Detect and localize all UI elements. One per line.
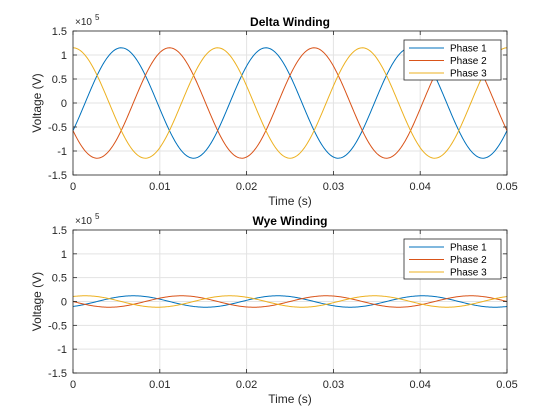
x-tick-label: 0.02 — [236, 181, 257, 193]
x-tick-label: 0.04 — [409, 181, 430, 193]
y-exponent-power: 5 — [95, 212, 100, 221]
legend-label-phase-2: Phase 2 — [450, 56, 487, 67]
chart-panel-2: 0 0.01 0.02 0.03 0.04 0.05 -1.5 -1 -0.5 0 0.5 1 1.5 ×… — [30, 212, 518, 406]
y-exponent-label: ×10 — [75, 17, 92, 28]
y-axis-label: Voltage (V) — [30, 272, 44, 331]
y-tick-label: 0.5 — [52, 273, 67, 285]
y-tick-label: -0.5 — [48, 122, 67, 134]
y-tick-label: -1 — [57, 146, 67, 158]
legend-label-phase-1: Phase 1 — [450, 243, 487, 254]
y-tick-label: -0.5 — [48, 320, 67, 332]
series-line-phase-3 — [72, 47, 508, 159]
x-tick-label: 0.05 — [496, 181, 517, 193]
y-axis-label: Voltage (V) — [30, 73, 44, 132]
y-exponent-power: 5 — [95, 13, 100, 22]
y-tick-label: 0.5 — [52, 74, 67, 86]
y-tick-label: 0 — [61, 98, 67, 110]
y-tick-label: -1.5 — [48, 170, 67, 182]
x-tick-label: 0.02 — [236, 379, 257, 391]
y-tick-label: -1.5 — [48, 368, 67, 380]
x-axis-label: Time (s) — [268, 392, 312, 406]
chart-title: Delta Winding — [250, 15, 330, 29]
y-tick-label: 0 — [61, 297, 67, 309]
series-line-phase-2 — [72, 295, 508, 308]
chart-panel-1: 0 0.01 0.02 0.03 0.04 0.05 -1.5 -1 -0.5 0 0.5 1 1.5 ×… — [30, 13, 518, 208]
x-tick-label: 0 — [70, 379, 76, 391]
x-tick-label: 0 — [70, 181, 76, 193]
x-axis-label: Time (s) — [268, 194, 312, 208]
x-tick-label: 0.03 — [323, 181, 344, 193]
y-tick-label: 1.5 — [52, 26, 67, 38]
x-tick-label: 0.01 — [149, 379, 170, 391]
y-tick-label: 1 — [61, 249, 67, 261]
x-tick-label: 0.01 — [149, 181, 170, 193]
legend-label-phase-2: Phase 2 — [450, 255, 487, 266]
legend-label-phase-3: Phase 3 — [450, 69, 487, 80]
chart-title: Wye Winding — [253, 214, 328, 228]
x-tick-label: 0.05 — [496, 379, 517, 391]
x-tick-label: 0.04 — [409, 379, 430, 391]
y-exponent-label: ×10 — [75, 216, 92, 227]
legend-label-phase-3: Phase 3 — [450, 268, 487, 279]
x-tick-label: 0.03 — [323, 379, 344, 391]
series-line-phase-3 — [72, 295, 508, 308]
y-tick-label: 1.5 — [52, 225, 67, 237]
legend-label-phase-1: Phase 1 — [450, 44, 487, 55]
series-line-phase-1 — [72, 295, 508, 308]
y-tick-label: -1 — [57, 344, 67, 356]
y-tick-label: 1 — [61, 50, 67, 62]
